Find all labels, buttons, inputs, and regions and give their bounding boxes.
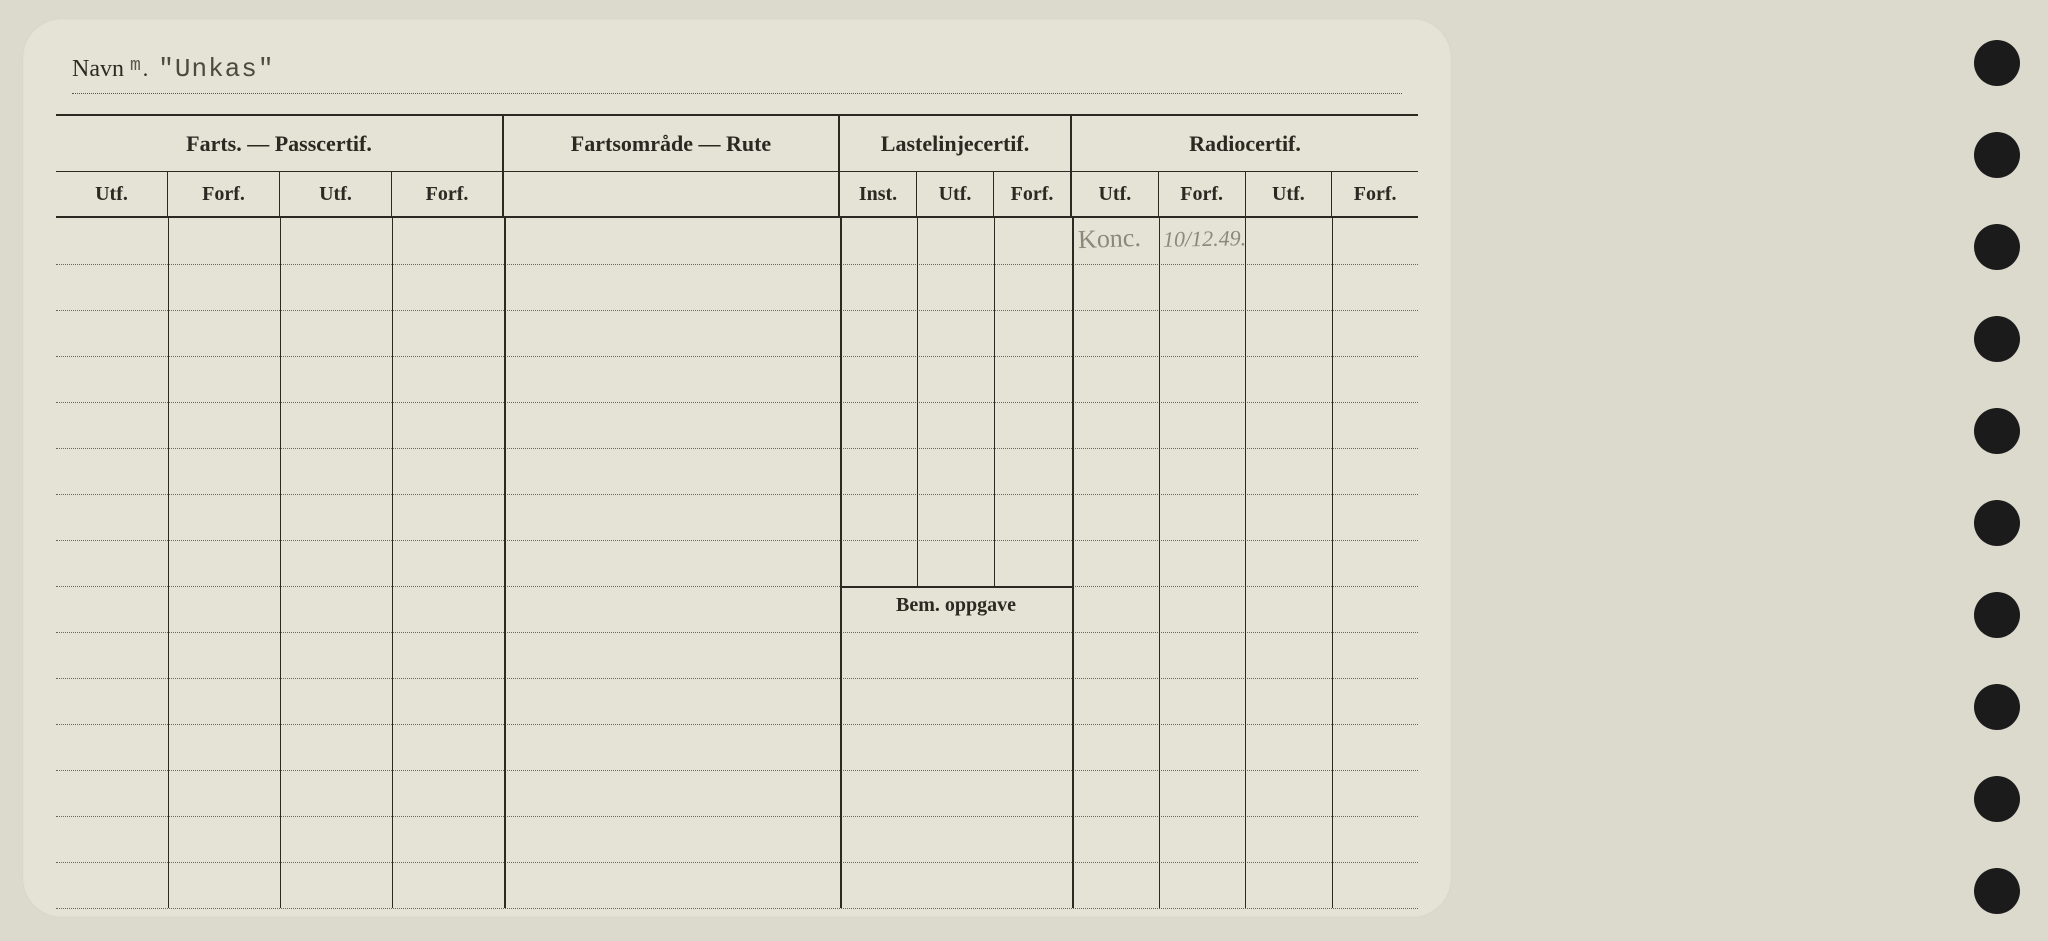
punch-hole [1974,868,2020,914]
section-fartsomrade-rute: Fartsområde — Rute [504,116,840,171]
punch-hole [1974,592,2020,638]
section-lastelinjecertif: Lastelinjecertif. [840,116,1072,171]
name-superscript: m [130,56,141,76]
vessel-name: "Unkas" [158,54,274,84]
radio-forf-cell-0: 10/12.49. [1162,225,1246,252]
punch-hole [1974,316,2020,362]
col-radio-utf-1: Utf. [1072,172,1159,216]
certificate-grid: Farts. — Passcertif. Fartsområde — Rute … [56,114,1418,908]
section-radiocertif: Radiocertif. [1072,116,1418,171]
col-laste-forf: Forf. [994,172,1072,216]
punch-hole [1974,40,2020,86]
grid-body: Bem. oppgave Konc. 10/12.49. [56,218,1418,908]
col-radio-forf-2: Forf. [1332,172,1418,216]
col-laste-inst: Inst. [840,172,917,216]
punch-holes [1974,40,2020,914]
header-row-sections: Farts. — Passcertif. Fartsområde — Rute … [56,116,1418,172]
punch-hole [1974,408,2020,454]
punch-hole [1974,132,2020,178]
bem-oppgave-label: Bem. oppgave [840,594,1072,617]
name-dot: . [143,56,149,82]
col-radio-utf-2: Utf. [1246,172,1333,216]
punch-hole [1974,500,2020,546]
radio-utf-cell-0: Konc. [1077,223,1141,255]
col-laste-utf: Utf. [917,172,994,216]
col-farts-utf-1: Utf. [56,172,168,216]
col-radio-forf-1: Forf. [1159,172,1246,216]
punch-hole [1974,224,2020,270]
punch-hole [1974,684,2020,730]
name-row: Navn m . "Unkas" [72,54,1402,94]
header-row-subcolumns: Utf. Forf. Utf. Forf. Inst. Utf. Forf. U… [56,172,1418,218]
col-rute-blank [504,172,840,216]
col-farts-forf-2: Forf. [392,172,504,216]
punch-hole [1974,776,2020,822]
bem-oppgave-divider [840,586,1072,588]
record-card: Navn m . "Unkas" Farts. — Passcertif. Fa… [22,18,1452,918]
name-label: Navn [72,56,124,83]
section-farts-passcertif: Farts. — Passcertif. [56,116,504,171]
vertical-lines [56,218,1418,908]
col-farts-forf-1: Forf. [168,172,280,216]
col-farts-utf-2: Utf. [280,172,392,216]
